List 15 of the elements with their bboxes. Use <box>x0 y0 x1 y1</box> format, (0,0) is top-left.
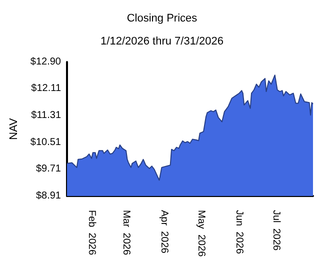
x-tick-label: Apr 2026 <box>158 210 170 254</box>
y-tick-label: $12.90 <box>30 56 62 68</box>
x-tick-label: Jul 2026 <box>270 210 282 252</box>
y-tick-label: $12.11 <box>31 83 62 94</box>
x-tick-label: Feb 2026 <box>86 210 98 256</box>
x-tick-label: May 2026 <box>196 210 207 258</box>
y-axis-title: NAV <box>8 117 20 140</box>
y-tick-label: $10.51 <box>30 136 62 148</box>
chart-subtitle: 1/12/2026 thru 7/31/2026 <box>100 36 224 48</box>
y-tick-label: $11.31 <box>31 110 62 121</box>
x-tick-label: Jun 2026 <box>234 210 245 254</box>
y-tick-label: $9.71 <box>36 164 62 175</box>
y-tick-label: $8.91 <box>36 190 62 202</box>
x-tick-label: Mar 2026 <box>120 210 132 256</box>
chart-title: Closing Prices <box>126 12 198 24</box>
